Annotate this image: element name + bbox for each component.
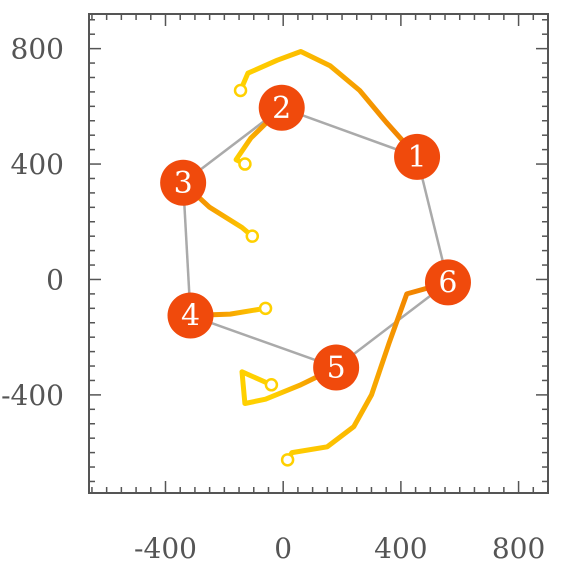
x-tick-label: -400 bbox=[134, 532, 197, 565]
plot-frame bbox=[88, 13, 549, 494]
trail-start-marker bbox=[238, 157, 252, 171]
trail-path bbox=[285, 279, 451, 463]
node-layer: 1 2 3 4 5 6 bbox=[160, 84, 471, 391]
graph-edge bbox=[281, 106, 418, 159]
node-label: 5 bbox=[327, 350, 346, 385]
node-label: 4 bbox=[181, 299, 200, 334]
node-label: 3 bbox=[174, 166, 193, 201]
node-label: 2 bbox=[272, 91, 291, 126]
node-circle bbox=[167, 292, 214, 339]
graph-edge bbox=[190, 314, 337, 369]
node-circle bbox=[313, 344, 360, 391]
node-circle bbox=[424, 259, 471, 306]
trail-layer bbox=[180, 49, 451, 467]
node-label: 6 bbox=[438, 265, 457, 300]
trail-start-marker bbox=[245, 229, 260, 243]
x-tick-label: 800 bbox=[492, 532, 545, 565]
x-tick-label: 0 bbox=[274, 532, 292, 565]
trail-start-marker bbox=[280, 453, 295, 467]
trail-path bbox=[239, 365, 339, 406]
y-tick-label: -400 bbox=[1, 379, 64, 412]
axis-layer: -400 0 400 800 -400 0 400 800 bbox=[1, 33, 545, 565]
node-circle bbox=[394, 133, 441, 180]
node-label: 1 bbox=[408, 140, 427, 175]
y-tick-label: 400 bbox=[11, 148, 64, 181]
trail-start-marker bbox=[258, 301, 273, 316]
plot-border bbox=[88, 13, 549, 494]
trail-path bbox=[238, 49, 420, 160]
y-tick-label: 800 bbox=[11, 33, 64, 66]
y-tick-label: 0 bbox=[46, 263, 64, 296]
trail-start-marker bbox=[264, 378, 279, 392]
trail-start-marker bbox=[233, 83, 248, 98]
x-tick-label: 400 bbox=[374, 532, 427, 565]
graph-edge bbox=[335, 281, 449, 369]
node-circle bbox=[258, 84, 305, 131]
node-circle bbox=[160, 159, 207, 206]
